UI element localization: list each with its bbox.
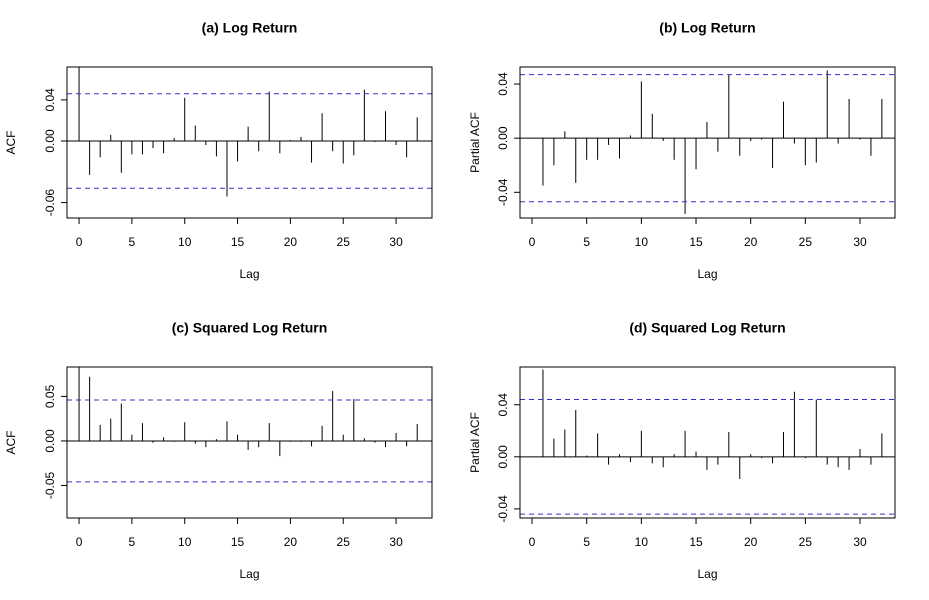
panel: (d) Squared Log Return Lag Partial ACF 0 5 10… xyxy=(468,320,896,581)
x-tick-label: 10 xyxy=(178,235,192,249)
panel: (b) Log Return Lag Partial ACF 0 5 10 15 20 25 30… xyxy=(468,20,896,281)
x-tick-label: 0 xyxy=(529,535,536,549)
x-tick-label: 10 xyxy=(635,535,649,549)
y-tick-label: 0.00 xyxy=(43,429,57,453)
x-axis-label: Lag xyxy=(697,267,717,281)
x-tick-label: 25 xyxy=(799,535,813,549)
y-tick-label: -0.05 xyxy=(43,471,57,499)
x-tick-label: 20 xyxy=(744,535,758,549)
plot-area xyxy=(520,70,895,214)
y-tick-label: 0.04 xyxy=(43,88,57,112)
x-axis-label: Lag xyxy=(239,567,259,581)
y-tick-label: 0.00 xyxy=(43,129,57,153)
x-tick-label: 5 xyxy=(583,235,590,249)
x-tick-label: 15 xyxy=(231,235,245,249)
x-tick-label: 25 xyxy=(337,235,351,249)
x-tick-label: 15 xyxy=(689,535,703,549)
x-tick-label: 30 xyxy=(853,535,867,549)
plot-frame xyxy=(66,66,433,219)
plot-area xyxy=(67,67,432,197)
panel: (a) Log Return Lag ACF 0 5 10 15 20 25 30 -0.06 0.0… xyxy=(4,20,433,281)
x-tick-label: 5 xyxy=(129,535,136,549)
plot-frame xyxy=(519,66,896,219)
y-axis-label: ACF xyxy=(4,431,18,455)
plot-area xyxy=(67,367,432,483)
plot-frame xyxy=(519,366,896,519)
y-axis-label: ACF xyxy=(4,131,18,155)
x-tick-label: 25 xyxy=(337,535,351,549)
plot-area xyxy=(520,369,895,515)
y-tick-label: 0.04 xyxy=(496,393,510,417)
x-tick-label: 10 xyxy=(635,235,649,249)
plot-frame xyxy=(66,366,433,519)
y-axis-label: Partial ACF xyxy=(468,412,482,473)
x-tick-label: 5 xyxy=(583,535,590,549)
y-tick-label: -0.04 xyxy=(496,178,510,206)
x-tick-label: 20 xyxy=(744,235,758,249)
x-tick-label: 5 xyxy=(129,235,136,249)
panel-title: (c) Squared Log Return xyxy=(172,320,328,336)
x-axis-label: Lag xyxy=(697,567,717,581)
panel-title: (a) Log Return xyxy=(202,20,298,36)
panel: (c) Squared Log Return Lag ACF 0 5 10 15 20 25 30… xyxy=(4,320,433,581)
y-tick-label: -0.04 xyxy=(496,495,510,523)
x-tick-label: 0 xyxy=(76,535,83,549)
y-tick-label: 0.05 xyxy=(43,384,57,408)
x-tick-label: 30 xyxy=(389,535,403,549)
panel-title: (b) Log Return xyxy=(659,20,755,36)
x-tick-label: 25 xyxy=(799,235,813,249)
x-axis-label: Lag xyxy=(239,267,259,281)
x-tick-label: 0 xyxy=(529,235,536,249)
x-tick-label: 0 xyxy=(76,235,83,249)
x-tick-label: 20 xyxy=(284,535,298,549)
x-tick-label: 10 xyxy=(178,535,192,549)
y-tick-label: 0.04 xyxy=(496,72,510,96)
y-tick-label: 0.00 xyxy=(496,126,510,150)
x-tick-label: 20 xyxy=(284,235,298,249)
y-tick-label: 0.00 xyxy=(496,445,510,469)
panel-title: (d) Squared Log Return xyxy=(629,320,785,336)
x-tick-label: 15 xyxy=(689,235,703,249)
x-tick-label: 30 xyxy=(853,235,867,249)
y-tick-label: -0.06 xyxy=(43,189,57,217)
x-tick-label: 30 xyxy=(389,235,403,249)
y-axis-label: Partial ACF xyxy=(468,112,482,173)
x-tick-label: 15 xyxy=(231,535,245,549)
